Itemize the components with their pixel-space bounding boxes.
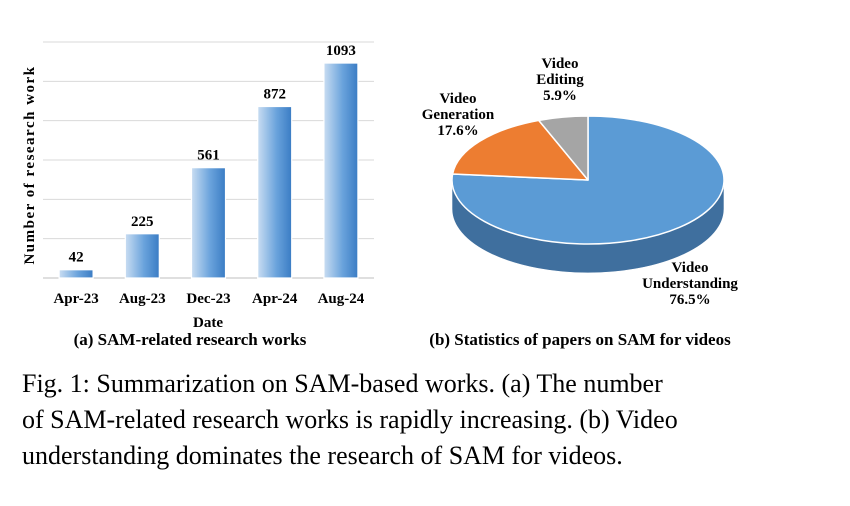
bar xyxy=(257,105,293,279)
bar-value-label: 561 xyxy=(197,148,220,164)
bar xyxy=(58,269,94,279)
bar-grid xyxy=(43,41,374,240)
x-axis-title: Date xyxy=(193,315,223,331)
bar xyxy=(323,62,359,279)
x-tick-label: Dec-23 xyxy=(186,291,230,307)
x-tick-label: Apr-23 xyxy=(53,291,98,307)
caption-line-2: of SAM-related research works is rapidly… xyxy=(22,405,678,434)
pie-chart: VideoUnderstanding76.5%VideoGeneration17… xyxy=(422,56,739,349)
pie-chart-subcaption: (b) Statistics of papers on SAM for vide… xyxy=(429,330,731,349)
pie-labels: VideoUnderstanding76.5%VideoGeneration17… xyxy=(422,56,739,308)
bar xyxy=(124,233,160,279)
pie-slice-percent: 76.5% xyxy=(669,292,710,308)
pie-slice-percent: 17.6% xyxy=(437,123,478,139)
bar xyxy=(190,167,227,279)
bar-tick-labels: Apr-23 Aug-23 Dec-23 Apr-24 Aug-24 xyxy=(53,291,364,307)
x-tick-label: Apr-24 xyxy=(252,291,298,307)
pie-slice-percent: 5.9% xyxy=(543,88,577,104)
pie-slice xyxy=(451,119,589,181)
bar-value-label: 872 xyxy=(263,87,286,103)
pie-slice-label: Generation xyxy=(422,107,495,123)
x-tick-label: Aug-23 xyxy=(119,291,166,307)
pie-slice-label: Video xyxy=(542,56,579,72)
bar-value-label: 42 xyxy=(69,250,84,266)
pie-slice xyxy=(537,115,589,181)
bar-chart: 42 225 561 872 1093 Apr-23 Aug-23 Dec-23 Apr-24… xyxy=(22,41,374,349)
pie-slice-label: Understanding xyxy=(642,276,738,292)
bar-chart-subcaption: (a) SAM-related research works xyxy=(74,330,307,349)
x-tick-label: Aug-24 xyxy=(318,291,365,307)
bar-value-labels: 42 225 561 872 1093 xyxy=(69,43,356,266)
pie-slice-label: Video xyxy=(672,260,709,276)
pie-tops xyxy=(451,115,725,245)
y-axis-title: Number of research work xyxy=(22,65,38,264)
bar-marks xyxy=(58,62,359,279)
caption-line-1: Fig. 1: Summarization on SAM-based works… xyxy=(22,369,663,398)
pie-slice-label: Video xyxy=(440,91,477,107)
bar-value-label: 225 xyxy=(131,214,154,230)
caption-line-3: understanding dominates the research of … xyxy=(22,441,623,470)
bar-value-label: 1093 xyxy=(326,43,356,59)
pie-slice-label: Editing xyxy=(536,72,584,88)
